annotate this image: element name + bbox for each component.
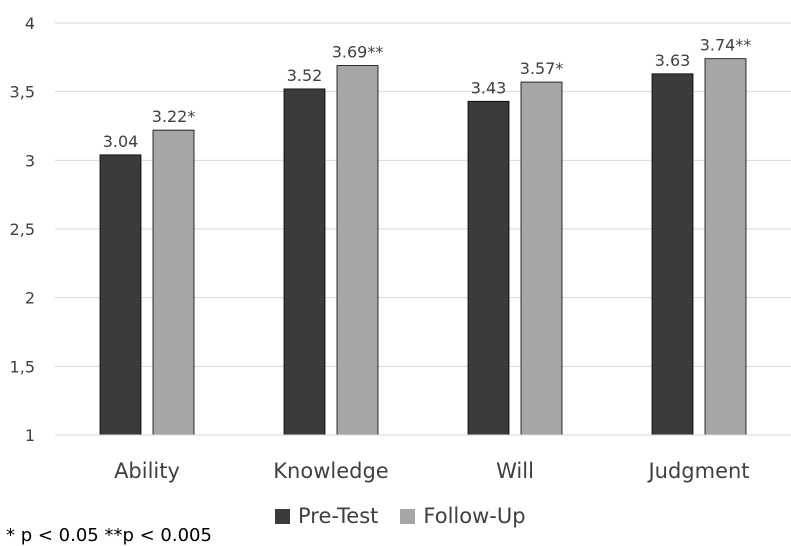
data-label: 3.63 xyxy=(655,51,691,70)
data-label: 3.69** xyxy=(332,43,384,62)
bars xyxy=(99,58,747,436)
bar-pre-test-will xyxy=(467,100,510,436)
bar-follow-up-knowledge xyxy=(336,65,379,436)
bar-follow-up-judgment xyxy=(704,58,747,436)
legend-item-follow-up: Follow-Up xyxy=(400,504,526,528)
bar-follow-up-ability xyxy=(152,129,195,436)
x-tick-label: Will xyxy=(496,459,534,483)
y-tick-label: 2 xyxy=(25,289,35,308)
y-tick-label: 1 xyxy=(25,426,35,445)
legend-label-pre-test: Pre-Test xyxy=(298,504,379,528)
bar-pre-test-knowledge xyxy=(283,88,326,436)
data-label: 3.43 xyxy=(471,78,507,97)
y-tick-label: 2,5 xyxy=(10,220,35,239)
bar-follow-up-will xyxy=(520,81,563,436)
data-labels: 3.04 3.22* 3.52 3.69** 3.43 3.57* 3.63 3.74** xyxy=(103,36,752,151)
y-tick-label: 1,5 xyxy=(10,357,35,376)
data-label: 3.57* xyxy=(520,59,564,78)
x-tick-label: Knowledge xyxy=(273,459,388,483)
y-tick-label: 3 xyxy=(25,151,35,170)
data-label: 3.04 xyxy=(103,132,139,151)
x-tick-label: Ability xyxy=(114,459,180,483)
data-label: 3.74** xyxy=(700,36,752,55)
significance-footnote: * p < 0.05 **p < 0.005 xyxy=(6,525,212,546)
y-axis: 1 1,5 2 2,5 3 3,5 4 xyxy=(10,14,35,445)
legend-item-pre-test: Pre-Test xyxy=(275,504,378,528)
bar-chart: 1 1,5 2 2,5 3 3,5 4 3.04 3.22* 3.52 3.69** 3.43 3.5… xyxy=(10,14,791,483)
legend-label-follow-up: Follow-Up xyxy=(423,504,526,528)
legend-swatch-follow-up xyxy=(400,508,416,524)
bar-pre-test-ability xyxy=(99,154,142,436)
data-label: 3.52 xyxy=(287,66,323,85)
x-tick-label: Judgment xyxy=(646,459,749,483)
data-label: 3.22* xyxy=(152,107,196,126)
x-axis: Ability Knowledge Will Judgment xyxy=(55,434,791,483)
legend: Pre-Test Follow-Up xyxy=(275,504,548,528)
bar-pre-test-judgment xyxy=(651,73,694,436)
legend-swatch-pre-test xyxy=(275,508,290,524)
y-tick-label: 3,5 xyxy=(10,83,35,102)
y-tick-label: 4 xyxy=(25,14,35,33)
